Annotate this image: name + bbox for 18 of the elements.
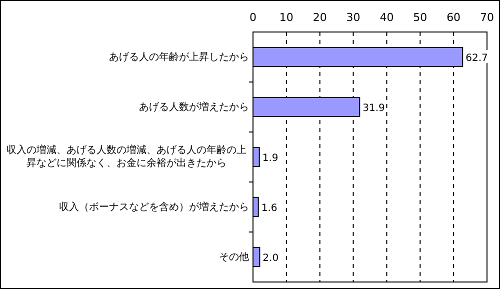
x-tick-label: 30 xyxy=(346,11,360,24)
x-tick-label: 0 xyxy=(250,11,256,24)
x-tick-label: 70 xyxy=(480,11,494,24)
data-label: 62.7 xyxy=(466,53,488,64)
y-tick-label: その他 xyxy=(219,250,249,264)
x-tick-label: 50 xyxy=(413,11,428,24)
data-label: 2.0 xyxy=(262,253,279,264)
x-tick-label: 60 xyxy=(446,11,461,24)
y-tick-label: あげる人の年齢が上昇したから xyxy=(109,50,249,64)
x-tick-label: 10 xyxy=(279,11,294,24)
x-tick-label: 40 xyxy=(380,11,394,24)
data-label: 31.9 xyxy=(362,103,385,114)
y-tick-label: 収入（ボーナスなどを含め）が増えたから xyxy=(59,200,249,214)
data-label: 1.6 xyxy=(261,203,278,214)
y-tick-label: 収入の増減、あげる人数の増減、あげる人の年齢の上昇などに関係なく、お金に余裕が出きたから xyxy=(6,144,248,170)
y-tick-label: あげる人数が増えたから xyxy=(139,100,249,114)
x-tick-label: 20 xyxy=(312,11,327,24)
data-label: 1.9 xyxy=(262,153,278,164)
